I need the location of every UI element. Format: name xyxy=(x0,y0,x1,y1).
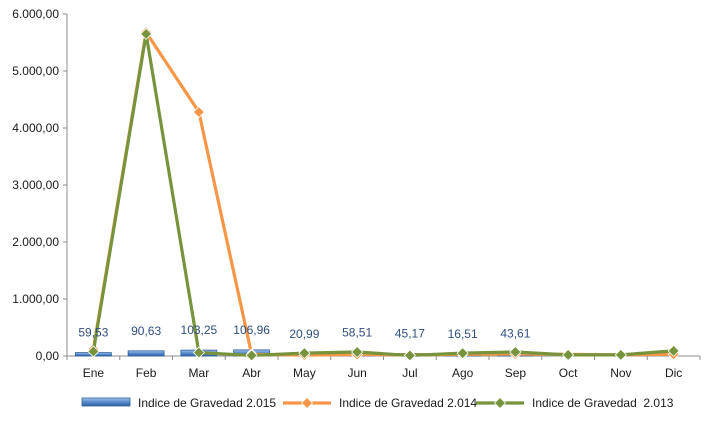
x-tick-label: Sep xyxy=(505,366,527,380)
y-tick-label: 1.000,00 xyxy=(12,292,59,306)
data-label-2015: 16,51 xyxy=(448,327,478,341)
series-point-2013 xyxy=(456,347,469,360)
x-tick-label: Ago xyxy=(452,366,474,380)
series-point-2013 xyxy=(351,345,364,359)
legend-label: Indice de Gravedad 2.013 xyxy=(532,396,674,410)
lines-layer xyxy=(87,26,680,362)
x-tick-label: Nov xyxy=(610,366,631,380)
series-point-2013 xyxy=(562,348,575,361)
data-label-2015: 43,61 xyxy=(500,327,530,341)
axes-layer: 0,00 1.000,00 2.000,00 3.000,00 4.000,00 5.00… xyxy=(12,7,701,380)
legend-label: Indice de Gravedad 2.015 xyxy=(138,396,276,410)
data-label-2015: 90,63 xyxy=(131,324,161,338)
series-point-2014 xyxy=(192,105,205,119)
legend-swatch-marker xyxy=(300,396,314,410)
data-label-2015: 59,53 xyxy=(78,326,108,340)
series-line-2014 xyxy=(91,30,676,357)
y-tick-label: 2.000,00 xyxy=(12,235,59,249)
x-tick-label: Oct xyxy=(559,366,578,380)
x-tick-label: Feb xyxy=(136,366,157,380)
data-labels-layer: 59,53 90,63 103,25 106,96 20,99 58,51 45,17 16,… xyxy=(78,323,530,341)
series-line-2013 xyxy=(91,32,676,358)
series-point-2013 xyxy=(87,345,100,358)
series-point-2013 xyxy=(614,348,627,361)
x-tick-label: Ene xyxy=(83,366,105,380)
bar-2015 xyxy=(127,350,165,357)
legend: Indice de Gravedad 2.015 Indice de Graved… xyxy=(81,396,674,410)
series-point-2013 xyxy=(667,344,680,357)
data-label-2015: 58,51 xyxy=(342,326,372,340)
series-point-2013 xyxy=(403,349,416,362)
y-tick-label: 6.000,00 xyxy=(12,7,59,21)
legend-label: Indice de Gravedad 2.014 xyxy=(339,396,477,410)
x-tick-label: May xyxy=(293,366,316,380)
x-tick-label: Mar xyxy=(189,366,210,380)
series-point-2013 xyxy=(192,346,205,359)
x-tick-label: Jul xyxy=(402,366,417,380)
legend-swatch-bar xyxy=(81,397,131,407)
legend-swatch-marker xyxy=(493,396,507,410)
y-tick-label: 3.000,00 xyxy=(12,178,59,192)
y-tick-label: 4.000,00 xyxy=(12,121,59,135)
data-label-2015: 20,99 xyxy=(289,327,319,341)
data-label-2015: 106,96 xyxy=(233,323,270,337)
series-point-2013 xyxy=(140,27,153,41)
series-point-2013 xyxy=(509,345,522,359)
series-point-2013 xyxy=(298,347,311,360)
series-point-2013 xyxy=(245,349,258,362)
x-tick-label: Abr xyxy=(242,366,261,380)
y-tick-label: 0,00 xyxy=(36,349,60,363)
x-tick-label: Jun xyxy=(347,366,366,380)
data-label-2015: 45,17 xyxy=(395,326,425,340)
y-tick-label: 5.000,00 xyxy=(12,64,59,78)
x-tick-label: Dic xyxy=(665,366,682,380)
data-label-2015: 103,25 xyxy=(181,323,218,337)
